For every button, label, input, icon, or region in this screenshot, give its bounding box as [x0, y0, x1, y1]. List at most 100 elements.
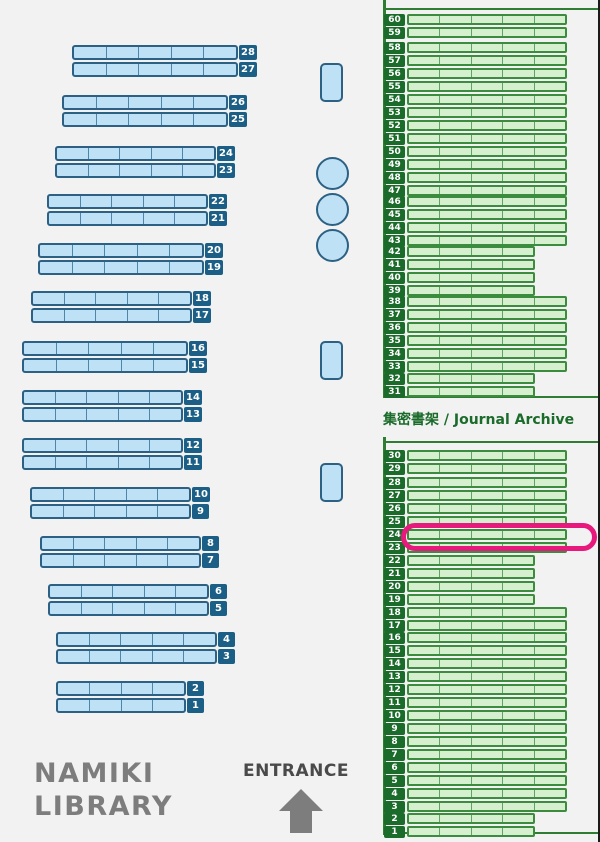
archive-row[interactable]	[407, 94, 567, 105]
shelf-number-tag[interactable]: 15	[189, 358, 207, 373]
shelf-row[interactable]	[22, 358, 188, 373]
archive-row[interactable]	[407, 246, 535, 257]
archive-number-tag[interactable]: 17	[384, 620, 405, 632]
archive-row[interactable]	[407, 581, 535, 592]
archive-number-tag[interactable]: 49	[384, 159, 405, 171]
archive-row[interactable]	[407, 285, 535, 296]
shelf-row[interactable]	[56, 649, 217, 664]
archive-row[interactable]	[407, 222, 567, 233]
shelf-row[interactable]	[22, 390, 183, 405]
archive-row[interactable]	[407, 196, 567, 207]
archive-number-tag[interactable]: 59	[384, 27, 405, 39]
shelf-row[interactable]	[56, 632, 217, 647]
archive-row[interactable]	[407, 594, 535, 605]
archive-number-tag[interactable]: 13	[384, 671, 405, 683]
shelf-row[interactable]	[40, 553, 201, 568]
archive-row[interactable]	[407, 235, 567, 246]
archive-number-tag[interactable]: 56	[384, 68, 405, 80]
shelf-number-tag[interactable]: 26	[229, 95, 247, 110]
archive-number-tag[interactable]: 5	[384, 775, 405, 787]
shelf-number-tag[interactable]: 2	[187, 681, 204, 696]
archive-row[interactable]	[407, 386, 535, 397]
archive-number-tag[interactable]: 7	[384, 749, 405, 761]
archive-row[interactable]	[407, 14, 567, 25]
archive-row[interactable]	[407, 272, 535, 283]
archive-number-tag[interactable]: 41	[384, 259, 405, 271]
archive-number-tag[interactable]: 19	[384, 594, 405, 606]
archive-row[interactable]	[407, 775, 567, 786]
archive-number-tag[interactable]: 26	[384, 503, 405, 515]
shelf-number-tag[interactable]: 14	[184, 390, 202, 405]
archive-number-tag[interactable]: 34	[384, 348, 405, 360]
archive-row[interactable]	[407, 684, 567, 695]
shelf-number-tag[interactable]: 16	[189, 341, 207, 356]
archive-row[interactable]	[407, 259, 535, 270]
archive-number-tag[interactable]: 14	[384, 658, 405, 670]
archive-number-tag[interactable]: 2	[384, 813, 405, 825]
archive-row[interactable]	[407, 42, 567, 53]
archive-number-tag[interactable]: 20	[384, 581, 405, 593]
shelf-number-tag[interactable]: 17	[193, 308, 211, 323]
archive-number-tag[interactable]: 33	[384, 361, 405, 373]
archive-row[interactable]	[407, 27, 567, 38]
shelf-row[interactable]	[30, 487, 191, 502]
archive-row[interactable]	[407, 185, 567, 196]
shelf-number-tag[interactable]: 3	[218, 649, 235, 664]
shelf-row[interactable]	[72, 45, 238, 60]
archive-number-tag[interactable]: 28	[384, 477, 405, 489]
shelf-number-tag[interactable]: 10	[192, 487, 210, 502]
shelf-number-tag[interactable]: 11	[184, 455, 202, 470]
shelf-row[interactable]	[40, 536, 201, 551]
archive-row[interactable]	[407, 555, 535, 566]
archive-number-tag[interactable]: 30	[384, 450, 405, 462]
archive-row[interactable]	[407, 146, 567, 157]
archive-number-tag[interactable]: 32	[384, 373, 405, 385]
archive-row[interactable]	[407, 542, 567, 553]
archive-row[interactable]	[407, 723, 567, 734]
archive-row[interactable]	[407, 826, 535, 837]
archive-number-tag[interactable]: 22	[384, 555, 405, 567]
shelf-row[interactable]	[72, 62, 238, 77]
shelf-row[interactable]	[22, 438, 183, 453]
archive-row[interactable]	[407, 607, 567, 618]
archive-row[interactable]	[407, 801, 567, 812]
shelf-number-tag[interactable]: 25	[229, 112, 247, 127]
shelf-number-tag[interactable]: 8	[202, 536, 219, 551]
archive-number-tag[interactable]: 18	[384, 607, 405, 619]
archive-row[interactable]	[407, 172, 567, 183]
shelf-number-tag[interactable]: 13	[184, 407, 202, 422]
shelf-row[interactable]	[48, 584, 209, 599]
archive-number-tag[interactable]: 52	[384, 120, 405, 132]
archive-row[interactable]	[407, 68, 567, 79]
archive-number-tag[interactable]: 25	[384, 516, 405, 528]
archive-number-tag[interactable]: 58	[384, 42, 405, 54]
archive-row[interactable]	[407, 209, 567, 220]
archive-row[interactable]	[407, 762, 567, 773]
shelf-row[interactable]	[31, 308, 192, 323]
archive-number-tag[interactable]: 31	[384, 386, 405, 398]
archive-row[interactable]	[407, 450, 567, 461]
shelf-number-tag[interactable]: 9	[192, 504, 209, 519]
archive-row[interactable]	[407, 373, 535, 384]
archive-row[interactable]	[407, 120, 567, 131]
archive-row[interactable]	[407, 658, 567, 669]
archive-number-tag[interactable]: 21	[384, 568, 405, 580]
archive-number-tag[interactable]: 36	[384, 322, 405, 334]
shelf-number-tag[interactable]: 28	[239, 45, 257, 60]
archive-row[interactable]	[407, 788, 567, 799]
shelf-number-tag[interactable]: 4	[218, 632, 235, 647]
archive-number-tag[interactable]: 50	[384, 146, 405, 158]
archive-number-tag[interactable]: 42	[384, 246, 405, 258]
archive-number-tag[interactable]: 8	[384, 736, 405, 748]
shelf-row[interactable]	[48, 601, 209, 616]
shelf-number-tag[interactable]: 24	[217, 146, 235, 161]
shelf-row[interactable]	[38, 260, 204, 275]
shelf-number-tag[interactable]: 20	[205, 243, 223, 258]
shelf-row[interactable]	[62, 95, 228, 110]
shelf-row[interactable]	[31, 291, 192, 306]
archive-row[interactable]	[407, 296, 567, 307]
shelf-row[interactable]	[55, 146, 216, 161]
shelf-number-tag[interactable]: 18	[193, 291, 211, 306]
shelf-number-tag[interactable]: 6	[210, 584, 227, 599]
shelf-row[interactable]	[30, 504, 191, 519]
